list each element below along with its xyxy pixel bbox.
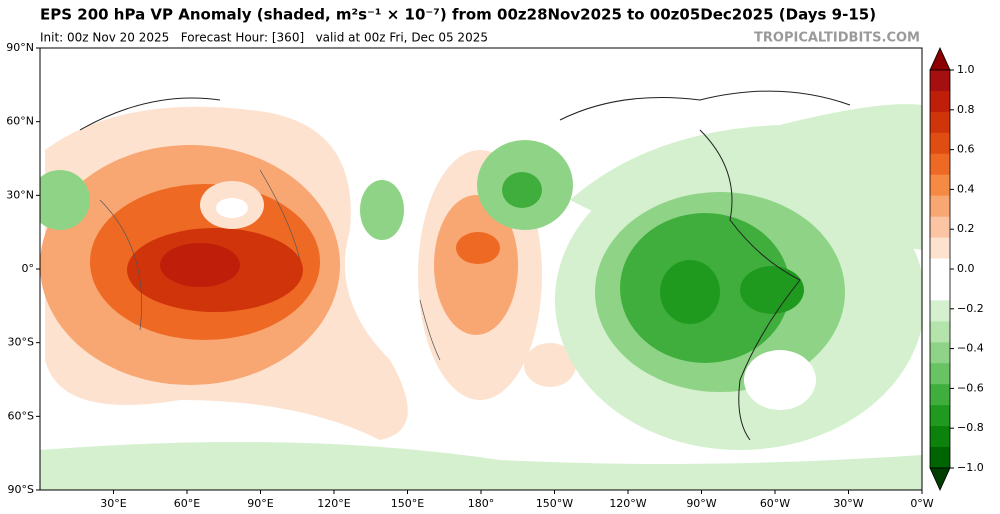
lon-label: 30°E (100, 497, 126, 510)
lat-label: 30°S (8, 336, 34, 349)
lon-label: 60°E (174, 497, 200, 510)
colorbar-bin (930, 426, 950, 448)
colorbar-label: −0.2 (957, 302, 984, 315)
colorbar-label: 0.8 (957, 103, 975, 116)
lat-label: 60°S (8, 409, 34, 422)
colorbar-label: −0.4 (957, 342, 984, 355)
lon-label: 60°W (760, 497, 790, 510)
colorbar-bin (930, 405, 950, 427)
colorbar-bin (930, 111, 950, 134)
colorbar-label: −0.6 (957, 381, 984, 394)
colorbar-bin (930, 195, 950, 218)
colorbar-bin (930, 132, 950, 155)
colorbar-bin (930, 258, 950, 280)
colorbar-label: 0.6 (957, 143, 975, 156)
colorbar-bin (930, 153, 950, 176)
lat-label: 90°S (8, 483, 34, 496)
colorbar-extend (929, 47, 951, 71)
title: EPS 200 hPa VP Anomaly (shaded, m²s⁻¹ × … (40, 6, 876, 24)
colorbar-bin (930, 363, 950, 385)
colorbar-bin (930, 279, 950, 301)
lat-label: 90°N (6, 41, 34, 54)
colorbar-label: 1.0 (957, 63, 975, 76)
colorbar-label: −0.8 (957, 421, 984, 434)
colorbar-label: 0.4 (957, 182, 975, 195)
colorbar-label: 0.2 (957, 222, 975, 235)
colorbar-bin (930, 300, 950, 322)
colorbar-bin (930, 384, 950, 406)
lon-label: 120°W (609, 497, 646, 510)
map-shading (40, 48, 922, 490)
init-line: Init: 00z Nov 20 2025 Forecast Hour: [36… (40, 31, 488, 45)
colorbar-bin (930, 237, 950, 260)
lon-label: 180° (468, 497, 495, 510)
lon-label: 120°E (317, 497, 350, 510)
colorbar-bin (930, 321, 950, 343)
colorbar-bin (930, 216, 950, 239)
lon-label: 90°W (686, 497, 716, 510)
colorbar-bin (930, 70, 950, 92)
lon-label: 0°W (910, 497, 933, 510)
colorbar-bin (930, 90, 950, 113)
lon-label: 150°W (536, 497, 573, 510)
lon-label: 150°E (391, 497, 424, 510)
lon-label: 90°E (247, 497, 273, 510)
colorbar-label: −1.0 (957, 461, 984, 474)
colorbar-label: 0.0 (957, 262, 975, 275)
lat-label: 60°N (6, 115, 34, 128)
colorbar-bin (930, 447, 950, 469)
watermark: TROPICALTIDBITS.COM (754, 31, 920, 46)
lat-label: 30°N (6, 188, 34, 201)
lat-label: 0° (22, 262, 35, 275)
colorbar-bin (930, 342, 950, 364)
colorbar-extend (929, 467, 951, 491)
lon-label: 30°W (833, 497, 863, 510)
colorbar-bin (930, 174, 950, 197)
